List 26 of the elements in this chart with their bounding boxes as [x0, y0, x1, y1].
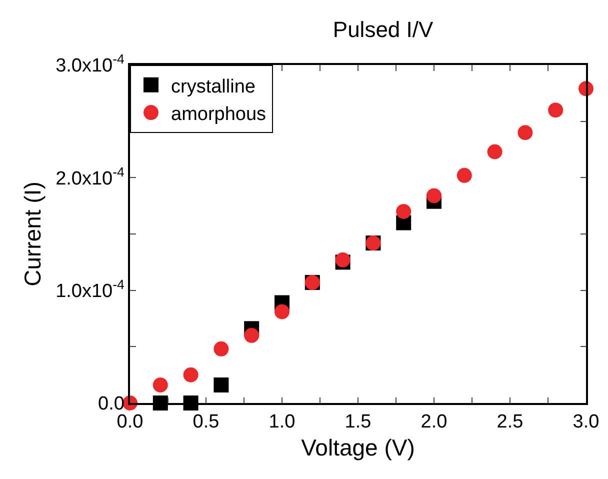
- point: [214, 341, 229, 356]
- x-tick-label: 1.5: [344, 412, 372, 433]
- y-tick-label: 1.0x10$^{-4}$: [56, 277, 124, 302]
- x-tick-label: 2.5: [496, 412, 524, 433]
- x-tick-label: 0.5: [192, 412, 220, 433]
- chart-title: Pulsed I/V: [332, 16, 434, 42]
- point: [487, 144, 502, 160]
- point: [214, 377, 229, 392]
- point: [274, 304, 290, 320]
- x-tick-label: 2.0: [420, 412, 448, 433]
- point: [548, 102, 564, 118]
- point: [244, 328, 260, 343]
- legend-label: crystalline: [171, 76, 256, 98]
- x-axis-title: Voltage (V): [301, 434, 415, 461]
- y-tick-label: 2.0x10$^{-4}$: [56, 164, 124, 190]
- legend-label: amorphous: [171, 104, 266, 125]
- y-axis-title: Current (I): [20, 182, 46, 286]
- point: [518, 125, 533, 140]
- point: [183, 367, 198, 382]
- point: [456, 168, 472, 183]
- point: [152, 377, 168, 392]
- y-tick-label: 3.0x10$^{-4}$: [56, 52, 124, 77]
- x-tick-label: 1.0: [268, 412, 296, 433]
- point: [396, 204, 412, 219]
- point: [426, 188, 442, 204]
- x-tick-label: 3.0: [572, 412, 600, 433]
